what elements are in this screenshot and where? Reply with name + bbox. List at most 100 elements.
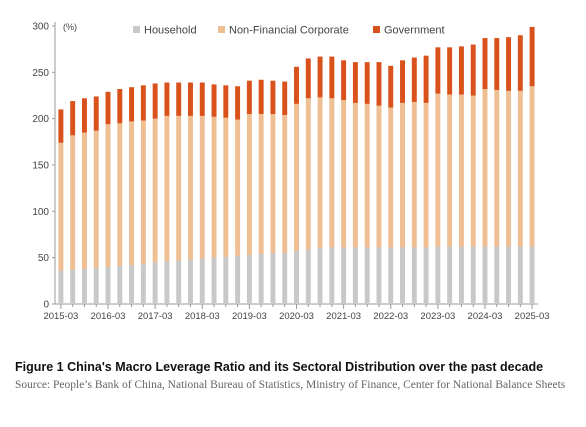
bar-segment-government — [494, 38, 500, 90]
bar-segment-household — [223, 256, 229, 304]
x-tick-label: 2021-03 — [326, 311, 361, 322]
bar-segment-non-financial-corporate — [506, 90, 512, 247]
bar-segment-government — [364, 62, 370, 104]
bar-segment-non-financial-corporate — [470, 95, 476, 247]
x-tick-label: 2022-03 — [373, 311, 408, 322]
x-tick-label: 2018-03 — [185, 311, 220, 322]
bar-segment-non-financial-corporate — [188, 115, 193, 260]
bar-segment-household — [152, 262, 158, 304]
bar-segment-non-financial-corporate — [199, 115, 205, 259]
bar-segment-household — [400, 247, 405, 304]
bar-segment-household — [352, 247, 358, 304]
bar-segment-government — [329, 56, 335, 99]
bar-segment-non-financial-corporate — [341, 100, 347, 248]
bar-segment-non-financial-corporate — [458, 94, 464, 247]
y-tick-label: 100 — [32, 207, 49, 218]
bar-segment-government — [211, 84, 217, 117]
bar-segment-non-financial-corporate — [517, 90, 523, 247]
bar-segment-household — [376, 247, 382, 304]
bar-segment-government — [400, 60, 405, 103]
y-axis-unit-label: (%) — [63, 22, 77, 32]
y-tick-label: 50 — [38, 253, 50, 264]
bar-segment-household — [105, 266, 111, 304]
x-tick-label: 2025-03 — [515, 311, 550, 322]
bar-segment-household — [93, 267, 99, 304]
bar-segment-non-financial-corporate — [246, 114, 252, 255]
bar-segment-government — [458, 46, 464, 95]
bar-segment-non-financial-corporate — [376, 105, 382, 248]
bar-segment-non-financial-corporate — [305, 98, 311, 250]
bar-segment-non-financial-corporate — [93, 130, 99, 268]
bar-segment-household — [140, 264, 146, 304]
bar-segment-government — [423, 55, 429, 103]
bar-segment-non-financial-corporate — [140, 120, 146, 265]
bar-segment-non-financial-corporate — [482, 89, 488, 247]
bar-segment-non-financial-corporate — [435, 93, 441, 247]
bar-segment-government — [235, 86, 241, 120]
leverage-chart: 0 50 100 150 200 250 300 2015-03 2016-03 2017-03… — [32, 22, 550, 323]
bar-segment-non-financial-corporate — [388, 107, 394, 248]
bar-segment-non-financial-corporate — [58, 142, 64, 271]
bar-segment-household — [211, 257, 217, 304]
bar-segment-government — [388, 65, 394, 108]
bar-segment-non-financial-corporate — [235, 119, 241, 256]
bar-segment-government — [199, 82, 205, 116]
bar-segment-household — [529, 246, 535, 304]
y-tick-label: 200 — [32, 114, 49, 125]
bar-segment-government — [270, 80, 276, 115]
bar-segment-government — [258, 79, 264, 115]
bar-segment-government — [105, 91, 111, 125]
x-tick-label: 2019-03 — [232, 311, 267, 322]
bar-segment-household — [117, 266, 123, 304]
bar-segment-government — [152, 83, 158, 119]
bar-segment-government — [282, 81, 288, 115]
bar-segment-non-financial-corporate — [129, 121, 135, 266]
bar-segment-non-financial-corporate — [494, 89, 500, 247]
bar-segment-household — [447, 246, 453, 304]
x-tick-label: 2016-03 — [91, 311, 126, 322]
bar-segment-non-financial-corporate — [105, 124, 111, 267]
bar-segment-non-financial-corporate — [400, 102, 405, 248]
bar-segment-non-financial-corporate — [258, 114, 264, 254]
bar-segment-household — [81, 268, 87, 304]
bar-segment-government — [294, 66, 299, 104]
bar-segment-household — [388, 247, 394, 304]
bar-segment-household — [199, 258, 205, 304]
bar-segment-government — [470, 44, 476, 96]
bar-segment-government — [129, 87, 135, 122]
y-tick-label: 150 — [32, 161, 49, 172]
bar-segment-non-financial-corporate — [529, 86, 535, 247]
bar-segment-household — [470, 246, 476, 304]
figure-caption: Figure 1 China's Macro Leverage Ratio an… — [15, 360, 575, 393]
bar-segment-government — [223, 85, 229, 118]
bar-segment-government — [81, 98, 87, 133]
bar-segment-non-financial-corporate — [81, 132, 87, 269]
bar-segment-household — [329, 247, 335, 304]
bar-segment-government — [411, 57, 417, 102]
bar-segment-government — [341, 60, 347, 101]
figure-source: Source: People’s Bank of China, National… — [15, 379, 566, 391]
y-tick-label: 250 — [32, 68, 49, 79]
bar-segment-government — [529, 26, 535, 87]
figure-title: Figure 1 China's Macro Leverage Ratio an… — [15, 360, 544, 374]
bar-segment-government — [188, 82, 193, 116]
bar-segment-household — [270, 253, 276, 304]
y-axis: 0 50 100 150 200 250 300 — [32, 22, 56, 311]
legend-swatch — [218, 26, 225, 33]
bar-segment-government — [352, 62, 358, 103]
bar-segment-household — [246, 254, 252, 304]
bar-segment-household — [494, 246, 500, 304]
bar-segment-household — [58, 270, 64, 304]
legend-swatch — [133, 26, 140, 33]
bar-segment-non-financial-corporate — [70, 135, 76, 270]
bar-segment-household — [458, 246, 464, 304]
bar-segment-household — [364, 247, 370, 304]
bar-segment-household — [423, 247, 429, 304]
x-tick-label: 2023-03 — [420, 311, 455, 322]
bar-segment-non-financial-corporate — [223, 117, 229, 257]
x-tick-label: 2024-03 — [468, 311, 503, 322]
bar-segment-government — [164, 82, 170, 116]
bar-segment-non-financial-corporate — [164, 115, 170, 262]
bar-segment-household — [164, 261, 170, 304]
bar-segment-government — [93, 96, 99, 131]
